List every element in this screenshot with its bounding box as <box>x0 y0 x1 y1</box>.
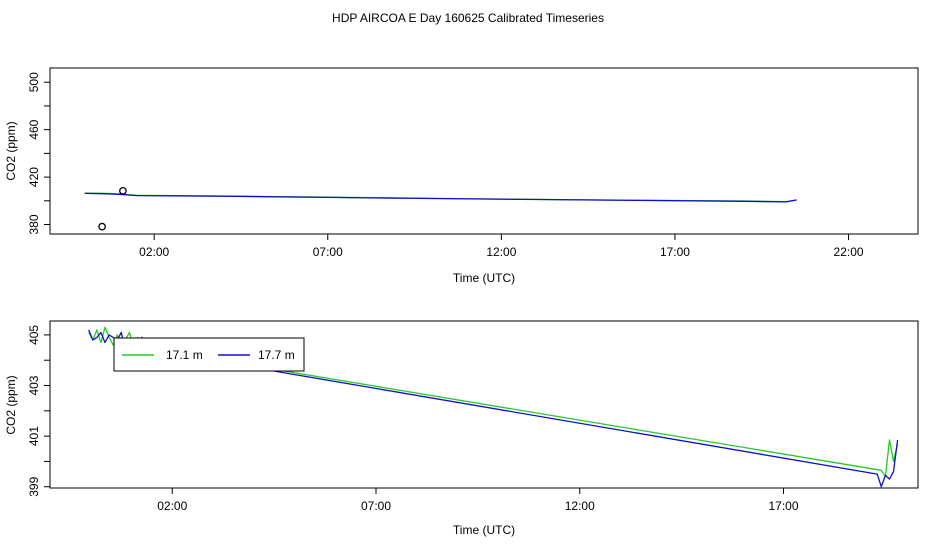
upper-data-point <box>98 222 106 231</box>
upper-points-group <box>98 186 127 231</box>
upper-x-tick-label: 17:00 <box>660 245 690 259</box>
upper-plot-frame <box>49 67 919 235</box>
upper-x-tick-label: 12:00 <box>486 245 516 259</box>
upper-x-label: Time (UTC) <box>453 271 515 285</box>
upper-x-tick-label: 22:00 <box>834 245 864 259</box>
lower-y-label: CO2 (ppm) <box>4 375 18 434</box>
lower-y-tick-label: 405 <box>27 325 41 345</box>
upper-y-tick-label: 500 <box>27 72 41 92</box>
lower-y-tick-label: 401 <box>27 426 41 446</box>
upper-y-tick-label: 420 <box>27 167 41 187</box>
lower-x-tick-label: 12:00 <box>565 499 595 513</box>
upper-y-label: CO2 (ppm) <box>4 121 18 180</box>
upper-y-tick-label: 460 <box>27 119 41 139</box>
legend: 17.1 m 17.7 m <box>113 337 305 372</box>
lower-series-green-line <box>88 326 899 478</box>
upper-x-tick-label: 02:00 <box>139 245 169 259</box>
lower-plot-frame <box>49 320 919 489</box>
lower-y-axis: 399 401 403 405 <box>27 325 50 497</box>
legend-label-2: 17.7 m <box>258 348 295 362</box>
upper-x-tick-label: 07:00 <box>313 245 343 259</box>
upper-series-blue-line <box>84 192 797 203</box>
upper-x-axis: 02:00 07:00 12:00 17:00 22:00 <box>139 234 864 259</box>
upper-data-point <box>119 186 127 195</box>
chart-title: HDP AIRCOA E Day 160625 Calibrated Times… <box>332 11 604 25</box>
upper-series-group <box>84 192 797 203</box>
legend-label-1: 17.1 m <box>166 348 203 362</box>
upper-y-axis: 380 420 460 500 <box>27 72 50 235</box>
upper-panel: 02:00 07:00 12:00 17:00 22:00 380 420 460 500 T… <box>4 67 919 285</box>
lower-panel: 02:00 07:00 12:00 17:00 399 401 403 405 17.1 m… <box>4 320 919 537</box>
lower-x-label: Time (UTC) <box>453 523 515 537</box>
lower-y-tick-label: 403 <box>27 375 41 395</box>
lower-y-tick-label: 399 <box>27 476 41 496</box>
lower-x-tick-label: 07:00 <box>361 499 391 513</box>
lower-x-tick-label: 02:00 <box>157 499 187 513</box>
upper-y-tick-label: 380 <box>27 214 41 234</box>
lower-x-axis: 02:00 07:00 12:00 17:00 <box>157 488 799 513</box>
lower-x-tick-label: 17:00 <box>769 499 799 513</box>
